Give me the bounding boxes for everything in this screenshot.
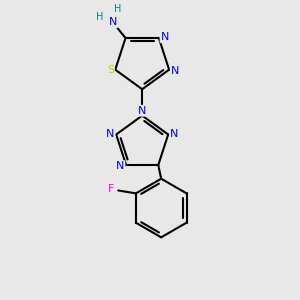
Text: H: H bbox=[114, 4, 122, 14]
Text: S: S bbox=[107, 65, 114, 75]
Text: N: N bbox=[106, 128, 115, 139]
Text: N: N bbox=[170, 128, 178, 139]
Text: N: N bbox=[160, 32, 169, 42]
Text: N: N bbox=[109, 17, 117, 27]
Text: F: F bbox=[108, 184, 115, 194]
Text: N: N bbox=[171, 66, 179, 76]
Text: N: N bbox=[116, 161, 124, 171]
Text: N: N bbox=[138, 106, 146, 116]
Text: H: H bbox=[97, 11, 104, 22]
